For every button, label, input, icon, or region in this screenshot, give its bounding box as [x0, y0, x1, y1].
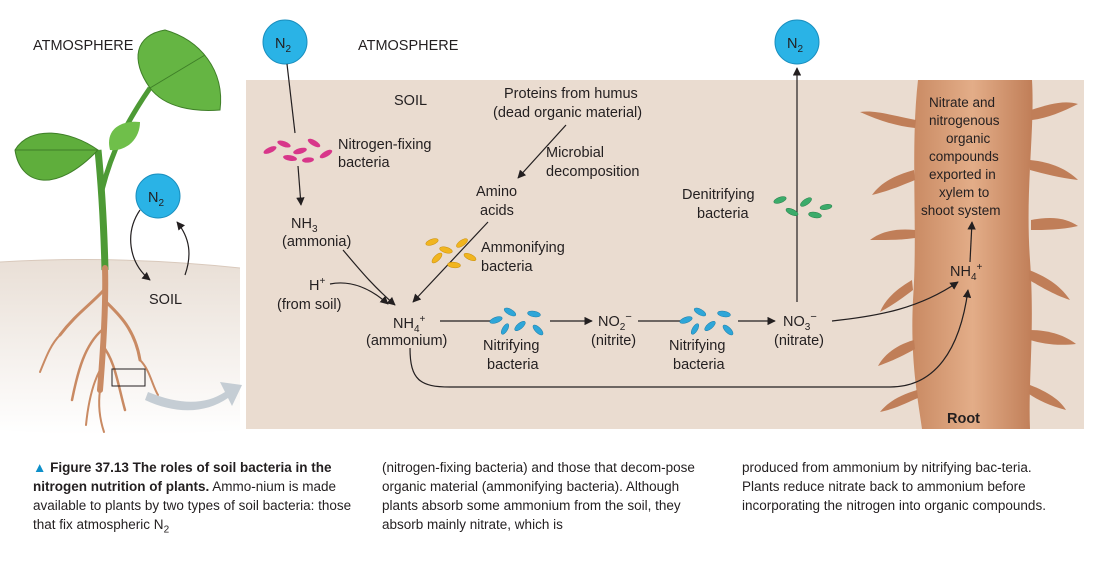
no2-label: NO2− [598, 311, 632, 333]
nitrifying-a-label-2: bacteria [487, 357, 540, 373]
nitrogen-cycle-diagram: ATMOSPHERE N2 [0, 19, 1084, 435]
magnify-arrow [145, 382, 242, 411]
denitrifying-label-2: bacteria [697, 206, 750, 222]
nitrifying-b-label-1: Nitrifying [669, 338, 725, 354]
n2-circle-icon [262, 19, 308, 65]
nitrite-label: (nitrite) [591, 333, 636, 349]
hplus-label: H+ [309, 276, 325, 294]
soil-ground [0, 259, 240, 435]
caption-title: Figure 37.13 The roles of soil bacteria … [33, 460, 332, 494]
soil-left-label: SOIL [149, 292, 182, 308]
nh4-label: NH4+ [393, 314, 426, 335]
nitrifying-a-label-1: Nitrifying [483, 338, 539, 354]
n2-top-right-label: N2 [787, 36, 803, 55]
ammonia-label: (ammonia) [282, 234, 351, 250]
nh3-label: NH3 [291, 216, 318, 235]
export-label-2: nitrogenous [929, 113, 1000, 128]
caption-column-1: ▲ Figure 37.13 The roles of soil bacteri… [33, 458, 355, 540]
leaf-bud [109, 121, 140, 151]
nitrifying-b-label-2: bacteria [673, 357, 726, 373]
caption-marker-icon: ▲ [33, 460, 47, 475]
export-label-3: organic [946, 131, 991, 146]
microbial-label-2: decomposition [546, 164, 640, 180]
nfix-label-2: bacteria [338, 155, 391, 171]
plant-roots [39, 265, 159, 433]
export-label-5: exported in [929, 167, 996, 182]
caption-text-1-sub: 2 [163, 524, 170, 536]
atmosphere-center-label: ATMOSPHERE [358, 38, 459, 54]
soil-main-label: SOIL [394, 93, 427, 109]
bacteria-cluster-icon [679, 307, 734, 336]
proteins-label-2: (dead organic material) [493, 105, 642, 121]
no3-label: NO3− [783, 311, 817, 333]
nfix-label-1: Nitrogen-fixing [338, 137, 432, 153]
root-label: Root [947, 411, 980, 427]
nitrogen-cycle-figure: ATMOSPHERE N2 [0, 19, 1084, 435]
bacteria-cluster-icon [773, 196, 833, 219]
nitrate-label: (nitrate) [774, 333, 824, 349]
n2-circle-icon [135, 173, 181, 219]
atmosphere-left-label: ATMOSPHERE [33, 38, 134, 54]
microbial-label-1: Microbial [546, 145, 604, 161]
ammonifying-label-1: Ammonifying [481, 240, 565, 256]
n2-circle-icon [774, 19, 820, 65]
denitrifying-label-1: Denitrifying [682, 187, 755, 203]
export-label-4: compounds [929, 149, 999, 164]
bacteria-cluster-icon [425, 238, 477, 269]
leaf-left [14, 132, 99, 181]
proteins-label-1: Proteins from humus [504, 86, 638, 102]
n2-left-label: N2 [148, 190, 164, 209]
bacteria-cluster-icon [489, 307, 544, 336]
from-soil-label: (from soil) [277, 297, 341, 313]
ammonium-label: (ammonium) [366, 333, 447, 349]
caption-column-3: produced from ammonium by nitrifying bac… [742, 460, 1046, 513]
caption-text-1: Ammo-nium is made available to plants by… [33, 479, 352, 532]
root-nh4-label: NH4+ [950, 262, 983, 283]
bacteria-cluster-icon [263, 138, 333, 163]
export-label-7: shoot system [921, 203, 1001, 218]
ammonifying-label-2: bacteria [481, 259, 534, 275]
amino-label-1: Amino [476, 184, 517, 200]
export-label-1: Nitrate and [929, 95, 995, 110]
caption-column-2: (nitrogen-fixing bacteria) and those tha… [382, 460, 695, 532]
n2-top-left-label: N2 [275, 36, 291, 55]
amino-label-2: acids [480, 203, 514, 219]
plant-illustration: ATMOSPHERE N2 [0, 29, 242, 435]
root-icon [860, 80, 1078, 429]
export-label-6: xylem to [939, 185, 989, 200]
